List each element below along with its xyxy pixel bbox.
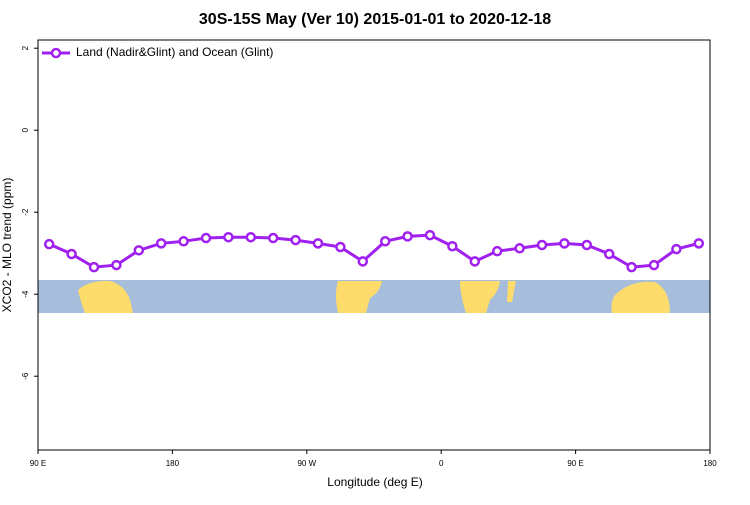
data-point: [133, 245, 145, 256]
data-point: [178, 236, 189, 247]
data-point: [536, 239, 548, 251]
x-tick-label: 180: [703, 459, 717, 468]
data-point: [267, 232, 279, 244]
data-point: [379, 236, 391, 247]
y-tick-label: -2: [21, 208, 30, 216]
data-point: [447, 240, 458, 252]
x-tick-label: 90 E: [567, 459, 583, 468]
x-tick-label: 90 E: [30, 459, 46, 468]
data-point: [424, 229, 436, 241]
data-point: [626, 261, 637, 273]
legend: Land (Nadir&Glint) and Ocean (Glint): [42, 45, 273, 59]
y-tick-label: -6: [21, 372, 30, 380]
x-tick-label: 0: [439, 459, 444, 468]
chart-title: 30S-15S May (Ver 10) 2015-01-01 to 2020-…: [199, 11, 551, 28]
data-point: [402, 231, 413, 242]
data-point: [514, 243, 525, 254]
data-point: [693, 238, 705, 249]
data-point: [66, 248, 77, 260]
data-point: [559, 238, 570, 249]
series-line: [48, 233, 700, 269]
legend-label: Land (Nadir&Glint) and Ocean (Glint): [76, 45, 273, 59]
map-band: [38, 280, 710, 313]
data-point: [491, 245, 503, 257]
data-point: [469, 256, 481, 267]
data-point: [111, 259, 122, 271]
data-point: [335, 241, 346, 253]
data-point: [312, 238, 324, 249]
data-point: [200, 232, 212, 244]
y-tick-label: 2: [21, 45, 30, 50]
plot-frame: [37, 39, 711, 451]
legend-marker: [50, 47, 62, 59]
y-tick-label: 0: [21, 127, 30, 132]
data-point: [290, 234, 301, 246]
x-tick-label: 90 W: [297, 459, 316, 468]
x-axis-label: Longitude (deg E): [327, 475, 422, 489]
y-tick-label: -4: [21, 290, 30, 298]
data-point: [88, 261, 100, 273]
y-axis-label: XCO2 - MLO trend (ppm): [0, 178, 14, 313]
data-point: [43, 238, 55, 250]
data-point: [155, 238, 167, 249]
data-point: [357, 256, 369, 267]
data-point: [245, 231, 257, 243]
data-point: [648, 259, 660, 271]
data-point: [671, 243, 682, 255]
data-point: [603, 248, 615, 260]
data-point: [223, 231, 234, 243]
data-point: [581, 239, 593, 251]
x-tick-label: 180: [166, 459, 180, 468]
